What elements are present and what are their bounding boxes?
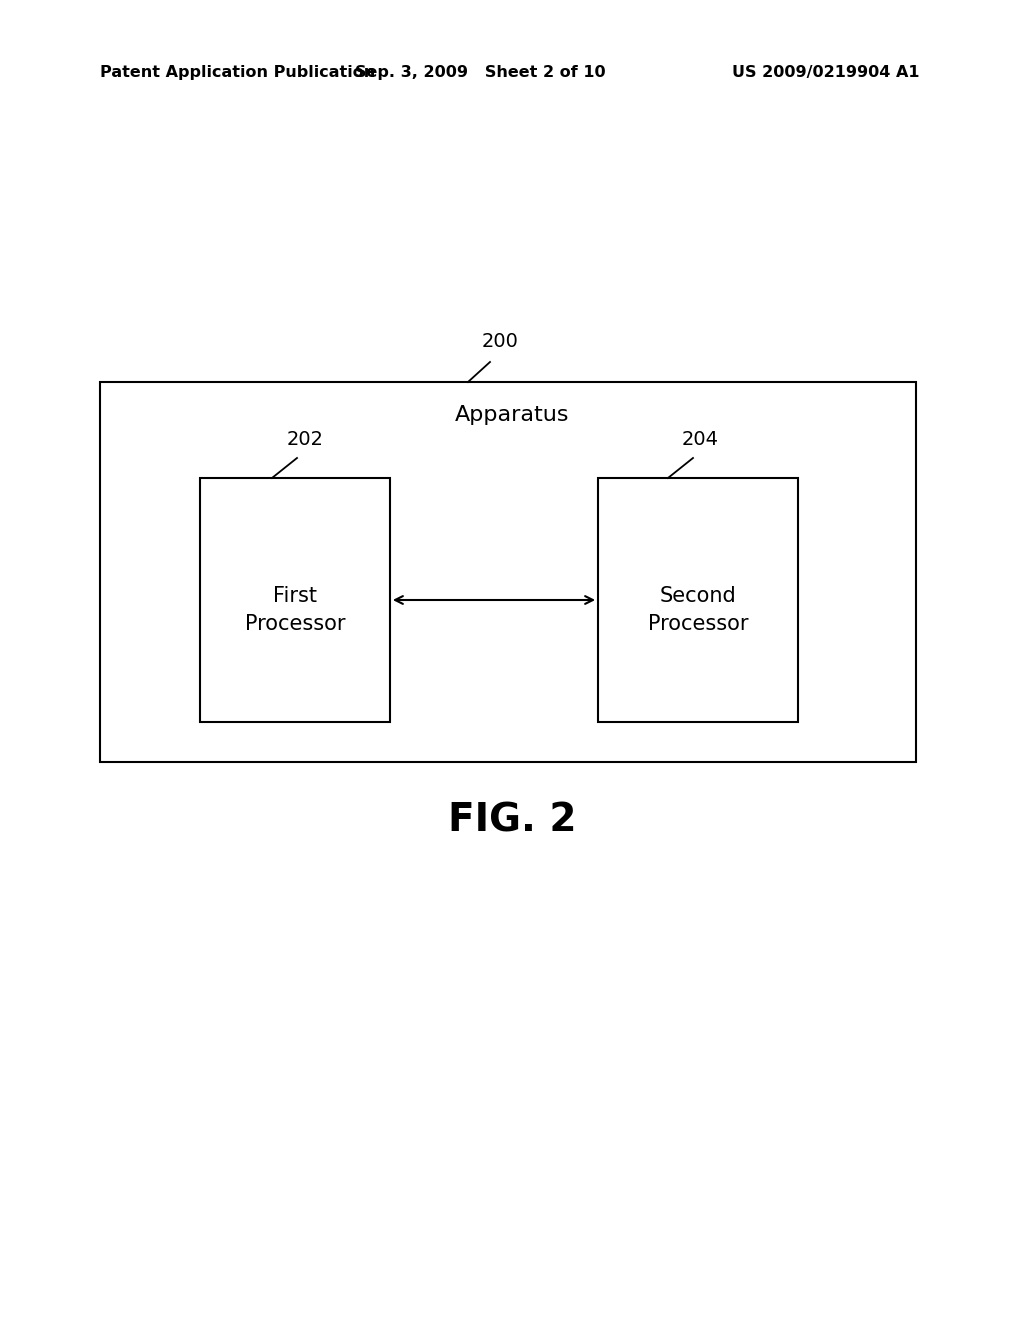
Text: Apparatus: Apparatus [455,405,569,425]
Text: US 2009/0219904 A1: US 2009/0219904 A1 [732,66,920,81]
Text: 202: 202 [287,430,324,450]
Text: First
Processor: First Processor [245,586,345,634]
Text: Second
Processor: Second Processor [648,586,749,634]
Text: 204: 204 [682,430,719,450]
Bar [200,478,390,722]
Text: 200: 200 [481,333,518,351]
Text: Patent Application Publication: Patent Application Publication [100,66,375,81]
Bar [100,381,916,762]
Text: FIG. 2: FIG. 2 [447,801,577,840]
Bar [598,478,798,722]
Text: Sep. 3, 2009   Sheet 2 of 10: Sep. 3, 2009 Sheet 2 of 10 [355,66,605,81]
